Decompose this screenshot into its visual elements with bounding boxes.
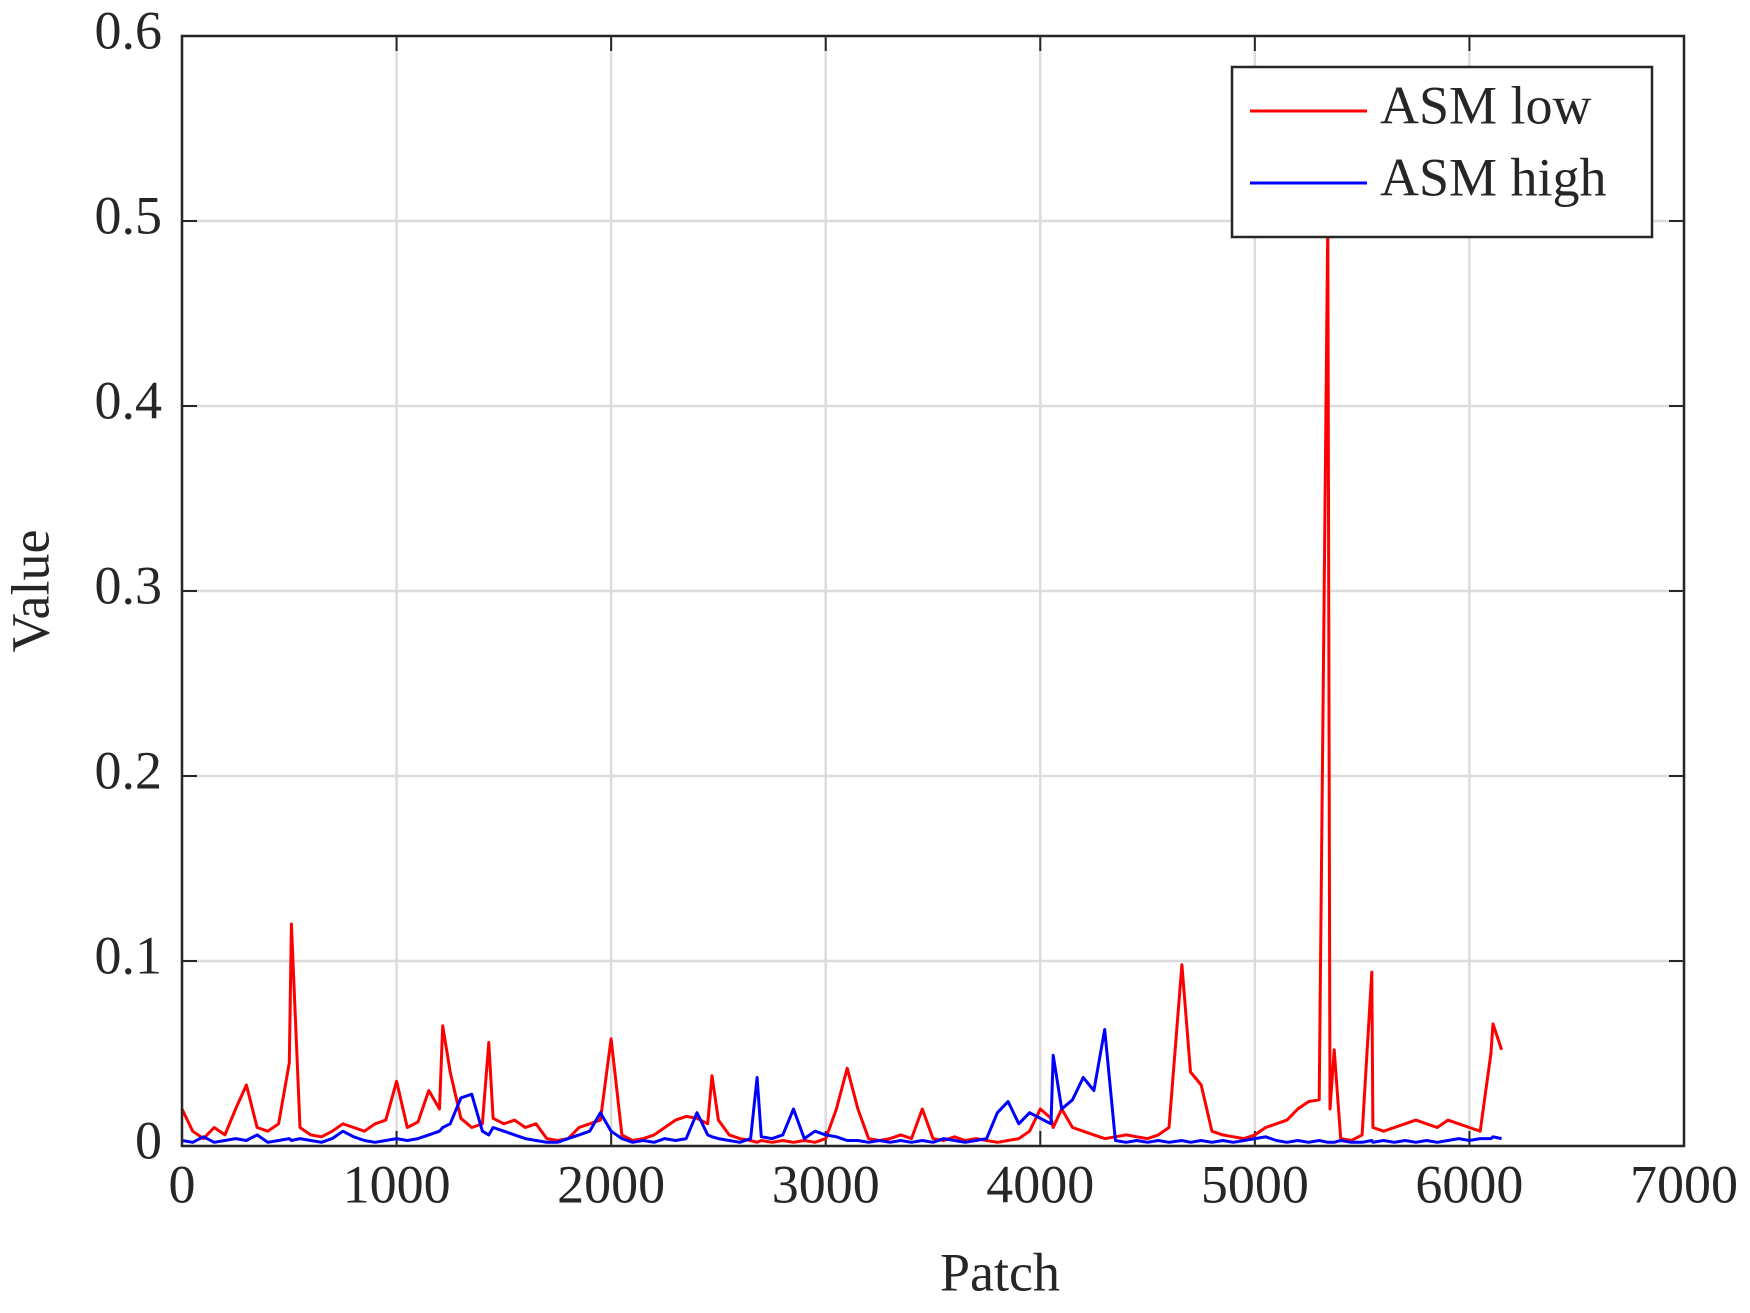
y-tick-label: 0.6 bbox=[95, 0, 163, 60]
y-tick-label: 0.4 bbox=[95, 370, 163, 430]
axes-box bbox=[180, 34, 1686, 1148]
x-tick-label: 0 bbox=[169, 1154, 196, 1214]
x-tick-label: 5000 bbox=[1201, 1154, 1309, 1214]
x-tick-label: 3000 bbox=[772, 1154, 880, 1214]
data-line bbox=[180, 219, 1504, 1144]
y-axis-label: Value bbox=[0, 530, 60, 653]
y-tick-label: 0.2 bbox=[95, 740, 163, 800]
y-tick-label: 0.5 bbox=[95, 185, 163, 245]
x-tick-label: 1000 bbox=[343, 1154, 451, 1214]
x-axis-label: Patch bbox=[940, 1242, 1060, 1302]
x-tick-label: 7000 bbox=[1630, 1154, 1738, 1214]
legend-label: ASM low bbox=[1380, 75, 1592, 135]
data-line bbox=[181, 1028, 1502, 1144]
x-tick-label: 4000 bbox=[986, 1154, 1094, 1214]
y-tick-label: 0.3 bbox=[95, 555, 163, 615]
x-tick-label: 6000 bbox=[1415, 1154, 1523, 1214]
y-tick-label: 0 bbox=[135, 1110, 162, 1170]
legend-label: ASM high bbox=[1380, 147, 1607, 207]
x-tick-label: 2000 bbox=[557, 1154, 665, 1214]
legend-box bbox=[1230, 65, 1654, 239]
y-tick-label: 0.1 bbox=[95, 925, 163, 985]
